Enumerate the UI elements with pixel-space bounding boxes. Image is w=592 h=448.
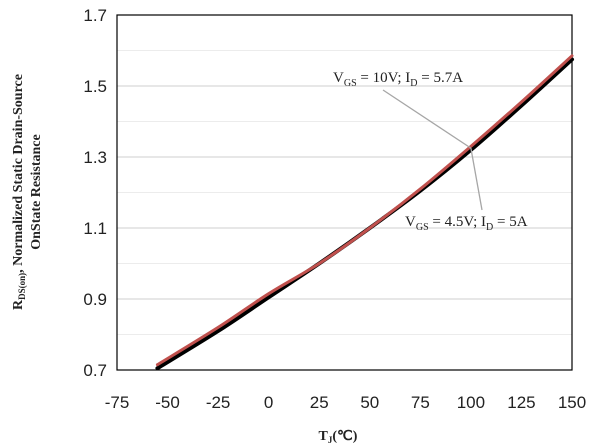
x-tick-labels: -75 -50 -25 0 25 50 75 100 125 150	[105, 393, 586, 412]
series-line-2	[155, 54, 574, 367]
y-tick-label: 0.7	[83, 361, 107, 380]
y-axis-title-line1: RDS(on), Normalized Static Drain-Source	[11, 74, 27, 310]
y-tick-label: 1.5	[83, 77, 107, 96]
minor-gridlines	[117, 50, 572, 335]
annotation-leaders	[382, 89, 483, 211]
x-tick-label: 0	[264, 393, 273, 412]
leader-line-10v	[382, 89, 472, 149]
x-tick-label: -50	[155, 393, 180, 412]
leader-line-4-5v	[470, 148, 483, 211]
x-tick-label: 150	[558, 393, 586, 412]
annotation-vgs-10v: VGS = 10V; ID = 5.7A	[333, 70, 463, 89]
y-tick-label: 1.3	[83, 148, 107, 167]
y-tick-label: 0.9	[83, 290, 107, 309]
x-tick-label: -75	[105, 393, 130, 412]
annotation-vgs-4-5v: VGS = 4.5V; ID = 5A	[405, 214, 528, 233]
y-tick-labels: 0.7 0.9 1.1 1.3 1.5 1.7	[83, 6, 107, 380]
x-tick-label: 125	[507, 393, 535, 412]
x-tick-label: 50	[360, 393, 379, 412]
y-tick-label: 1.7	[83, 6, 107, 25]
plot-area-frame	[116, 14, 573, 371]
y-tick-label: 1.1	[83, 219, 107, 238]
series-layer	[155, 54, 574, 371]
major-gridlines	[117, 85, 572, 300]
x-tick-label: 75	[411, 393, 430, 412]
x-tick-label: 25	[310, 393, 329, 412]
x-tick-label: 100	[457, 393, 485, 412]
x-tick-label: -25	[206, 393, 231, 412]
y-axis-title-line2: OnState Resistance	[29, 134, 44, 250]
x-axis-title: TJ(℃)	[319, 429, 358, 445]
